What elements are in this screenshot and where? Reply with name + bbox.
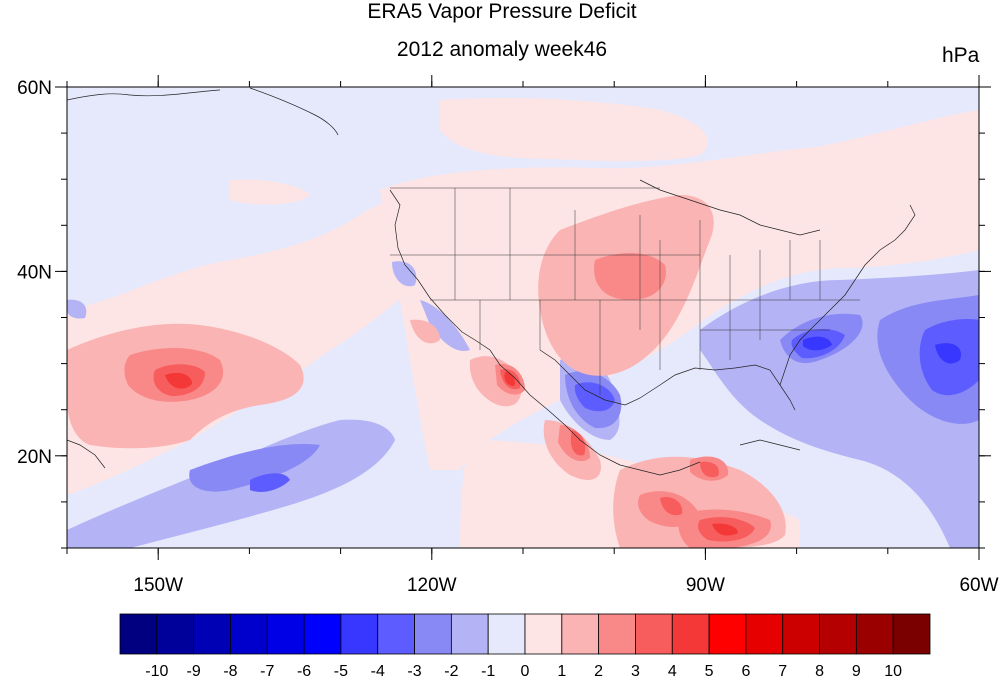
colorbar-label: 9 — [852, 663, 861, 680]
colorbar-label: 10 — [884, 663, 902, 680]
colorbar-label: 8 — [815, 663, 824, 680]
colorbar-label: -6 — [297, 663, 311, 680]
map-title: ERA5 Vapor Pressure Deficit — [367, 0, 637, 23]
lon-tick-label: 60W — [959, 575, 998, 596]
colorbar-label: -5 — [334, 663, 348, 680]
colorbar-swatch — [340, 613, 379, 655]
colorbar-swatch — [450, 613, 489, 655]
anomaly-negative-4 — [803, 336, 961, 364]
colorbar-label: 2 — [594, 663, 603, 680]
colorbar-swatch — [487, 613, 526, 655]
colorbar-swatch — [414, 613, 452, 655]
colorbar-swatch — [635, 613, 673, 655]
colorbar-label: -10 — [145, 663, 168, 680]
colorbar-swatch — [598, 613, 636, 655]
colorbar-swatch — [303, 613, 342, 655]
colorbar-swatch — [561, 613, 600, 655]
colorbar-swatch — [266, 613, 305, 655]
lat-tick-label: 60N — [17, 78, 52, 99]
colorbar-swatch — [782, 613, 820, 655]
colorbar-swatch — [708, 613, 747, 655]
anomaly-positive-5 — [165, 372, 738, 536]
colorbar-swatch — [892, 613, 931, 655]
colorbar-label: 5 — [705, 663, 714, 680]
colorbar-label: -1 — [481, 663, 495, 680]
state-boundaries — [390, 187, 860, 395]
colorbar-swatch — [819, 613, 857, 655]
colorbar-swatch — [855, 613, 894, 655]
colorbar-swatch — [193, 613, 231, 655]
colorbar-swatch — [377, 613, 415, 655]
colorbar-label: 1 — [557, 663, 566, 680]
lon-tick-label: 120W — [407, 575, 457, 596]
colorbar-label: -8 — [223, 663, 237, 680]
colorbar-swatch — [745, 613, 784, 655]
colorbar-swatch — [524, 613, 563, 655]
colorbar-label: 7 — [778, 663, 787, 680]
colorbar: -10 -9 -8 -7 -6 -5 -4 -3 -2 -1 0 1 2 3 4 5 6 7 8 9 10 — [119, 613, 931, 680]
coastlines — [67, 87, 916, 476]
lat-tick-label: 20N — [17, 447, 52, 468]
colorbar-swatch — [156, 613, 195, 655]
colorbar-label: -2 — [444, 663, 458, 680]
lon-tick-label: 90W — [686, 575, 725, 596]
map-subtitle: 2012 anomaly week46 — [396, 38, 608, 61]
anomaly-field — [67, 87, 979, 548]
colorbar-label: -4 — [371, 663, 385, 680]
colorbar-label: 0 — [521, 663, 530, 680]
colorbar-label: -3 — [407, 663, 421, 680]
units-label: hPa — [942, 44, 980, 67]
lat-tick-label: 40N — [17, 262, 52, 283]
colorbar-swatch — [671, 613, 710, 655]
colorbar-label: 6 — [741, 663, 750, 680]
colorbar-label: 4 — [668, 663, 677, 680]
colorbar-swatch — [230, 613, 268, 655]
lon-tick-label: 150W — [133, 575, 183, 596]
colorbar-label: 3 — [631, 663, 640, 680]
colorbar-label: -7 — [260, 663, 274, 680]
colorbar-label: -9 — [187, 663, 201, 680]
colorbar-swatch — [119, 613, 158, 655]
axis-ticks: 150W 120W 90W 60W 60N 40N 20N — [17, 75, 999, 596]
